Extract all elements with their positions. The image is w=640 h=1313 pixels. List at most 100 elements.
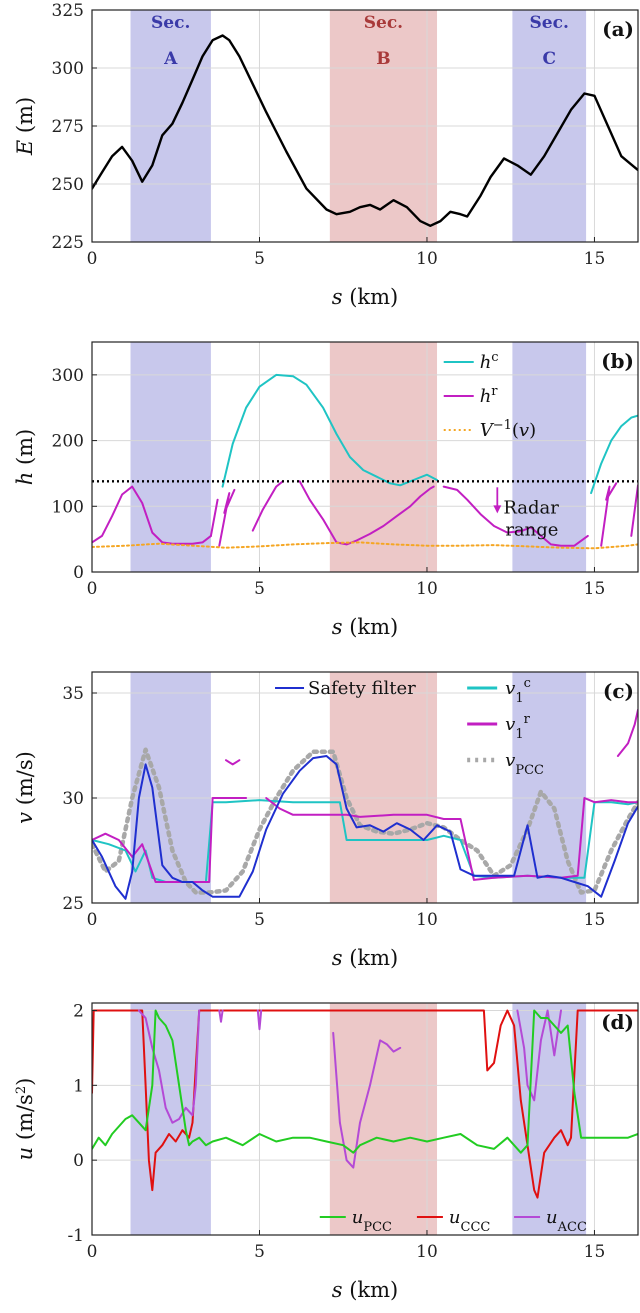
legend-entry: V−1(v) — [480, 418, 536, 442]
x-tick-label: 0 — [87, 249, 98, 269]
section-band-a — [130, 672, 211, 903]
y-tick-label: 0 — [73, 1151, 84, 1171]
radar-arrow-head — [493, 505, 502, 514]
series-line-uccc-0 — [92, 1009, 638, 1199]
x-tick-label: 15 — [584, 249, 606, 269]
series-line-hr-0 — [92, 485, 212, 545]
series-line-v1r-0 — [92, 797, 248, 883]
series-line-uacc-4 — [516, 1009, 562, 1102]
x-tick-label: 0 — [87, 1242, 98, 1262]
x-tick-label: 15 — [584, 1242, 606, 1262]
x-tick-label: 10 — [416, 910, 438, 930]
section-band-b — [329, 672, 438, 903]
section-band-b — [329, 342, 438, 572]
y-tick-label: 300 — [52, 366, 84, 386]
series-line-hr-2 — [218, 488, 236, 547]
y-axis-label: u (m/s2) — [13, 1078, 37, 1161]
section-band-c — [512, 342, 587, 572]
y-tick-label: 100 — [52, 497, 84, 517]
series-line-upcc-0 — [92, 1009, 638, 1154]
series-group — [92, 34, 638, 228]
legend-entry: hc — [480, 350, 499, 374]
chart-panel-a: 0 5 10 15 225 250 275 300 325 s (km) E (m) (a) Sec. A… — [13, 1, 639, 309]
legend-entry: uACC — [546, 1207, 587, 1235]
series-line-hc-1 — [590, 414, 638, 495]
radar-note-line1: Radar — [503, 497, 559, 518]
legend-entry: v1c — [505, 676, 531, 706]
axes-frame — [91, 1002, 639, 1236]
legend-entry: Safety filter — [308, 678, 416, 699]
section-band-a — [130, 342, 211, 572]
x-axis-label: s (km) — [332, 615, 398, 639]
series-group — [92, 373, 638, 550]
series-line-hr-1 — [209, 498, 219, 537]
legend-entry: uPCC — [352, 1207, 392, 1235]
y-tick-label: 200 — [52, 432, 84, 452]
axes-frame — [91, 341, 639, 573]
section-label-b-line2: B — [376, 49, 390, 69]
series-line-hc-0 — [221, 373, 438, 488]
series-line-vpcc-0 — [92, 747, 638, 895]
y-tick-label: 1 — [73, 1076, 84, 1096]
series-line-uacc-1 — [218, 1009, 224, 1023]
y-axis-label: E (m) — [13, 97, 37, 156]
y-tick-label: 2 — [73, 1001, 84, 1021]
series-line-hr-7 — [630, 484, 638, 537]
radar-note-line2: range — [505, 519, 558, 540]
y-tick-label: 325 — [52, 1, 84, 21]
y-tick-label: -1 — [67, 1226, 84, 1246]
series-group — [92, 708, 638, 900]
series-line-elevation-0 — [92, 34, 638, 228]
y-tick-label: 275 — [52, 117, 84, 137]
series-line-hr-6 — [600, 482, 618, 547]
series-line-uacc-0 — [137, 1009, 201, 1124]
series-line-safetyfilter-0 — [92, 755, 638, 900]
panel-label: (c) — [603, 679, 634, 703]
y-tick-label: 35 — [62, 684, 84, 704]
series-line-hr-4 — [298, 480, 435, 546]
y-tick-label: 300 — [52, 59, 84, 79]
series-line-v1r-2 — [265, 797, 638, 881]
legend-entry: uCCC — [449, 1207, 490, 1235]
y-tick-label: 30 — [62, 789, 84, 809]
section-label-c-line1: Sec. — [530, 13, 569, 33]
panel-label: (b) — [601, 349, 634, 373]
legend-entry: v1r — [505, 712, 530, 742]
x-tick-label: 5 — [254, 249, 265, 269]
legend-entry: vPCC — [505, 750, 544, 778]
x-tick-label: 0 — [87, 579, 98, 599]
x-tick-label: 10 — [416, 249, 438, 269]
x-tick-label: 5 — [254, 579, 265, 599]
x-tick-label: 0 — [87, 910, 98, 930]
section-label-b-line1: Sec. — [364, 13, 403, 33]
y-tick-label: 25 — [62, 894, 84, 914]
series-line-hr-3 — [251, 480, 284, 532]
series-line-uacc-3 — [332, 1031, 402, 1169]
panel-label: (d) — [601, 1010, 634, 1034]
section-band-b — [329, 1003, 438, 1235]
series-line-uacc-2 — [256, 1009, 263, 1031]
section-band-c — [512, 1003, 587, 1235]
x-axis-label: s (km) — [332, 946, 398, 970]
axes-frame — [91, 671, 639, 904]
series-line-v1v-0 — [92, 541, 638, 550]
y-tick-label: 250 — [52, 175, 84, 195]
x-axis-label: s (km) — [332, 285, 398, 309]
y-axis-label: v (m/s) — [13, 751, 37, 824]
section-label-a-line1: Sec. — [151, 13, 190, 33]
x-tick-label: 15 — [584, 579, 606, 599]
section-band-c — [512, 672, 587, 903]
section-label-a-line2: A — [163, 49, 178, 69]
y-tick-label: 225 — [52, 233, 84, 253]
series-line-v1r-1 — [225, 759, 241, 766]
x-tick-label: 15 — [584, 910, 606, 930]
legend-entry: hr — [480, 384, 499, 408]
series-group — [92, 1009, 638, 1199]
section-label-c-line2: C — [542, 49, 556, 69]
series-line-hr-5 — [442, 485, 589, 547]
y-tick-label: 0 — [73, 563, 84, 583]
x-tick-label: 5 — [254, 910, 265, 930]
